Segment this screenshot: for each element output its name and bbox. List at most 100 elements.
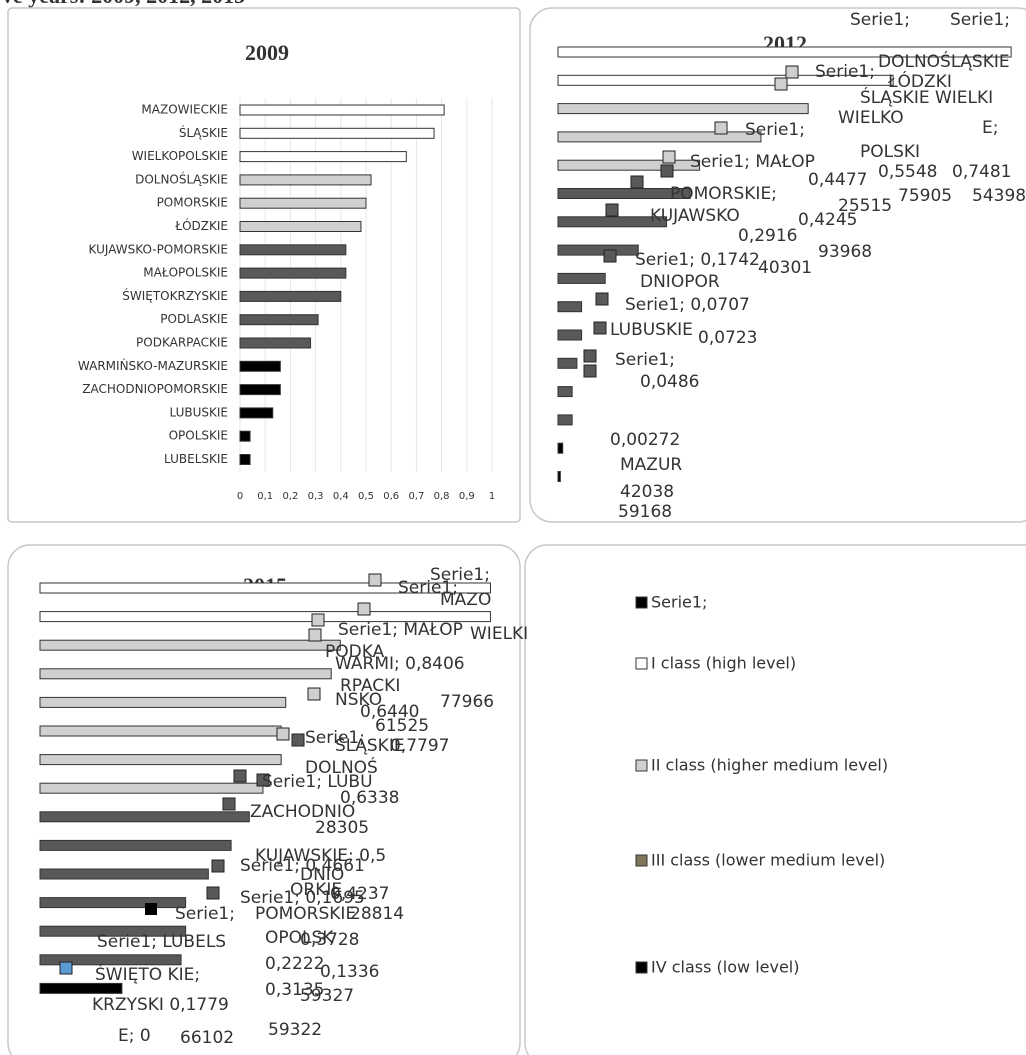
bar	[39, 982, 123, 994]
data-label: 66102	[180, 1028, 234, 1048]
label-key	[595, 292, 609, 306]
y-tick-label: ŁÓDZKIE	[174, 218, 228, 233]
data-label: ŁÓDZKI	[887, 70, 952, 92]
data-label: 0,0486	[640, 372, 699, 392]
data-label: Serie1;	[615, 350, 675, 370]
bar	[557, 103, 809, 115]
legend-label: III class (lower medium level)	[651, 851, 885, 870]
data-label: Serie1;	[850, 10, 910, 30]
data-label: DNIOPOR	[640, 272, 720, 292]
bar	[239, 384, 281, 396]
y-tick-label: KUJAWSKO-POMORSKIE	[89, 242, 228, 256]
legend-swatch	[635, 596, 648, 609]
x-tick-label: 1	[489, 491, 495, 502]
y-tick-label: POMORSKIE	[157, 196, 228, 210]
bar	[39, 868, 209, 880]
data-label: Serie1;	[175, 904, 235, 924]
data-label: Serie1;	[815, 62, 875, 82]
data-label: 0,7481	[952, 162, 1011, 182]
data-label: Serie1; MAŁOP	[690, 152, 815, 172]
data-label: 0,2916	[738, 226, 797, 246]
y-tick-label: LUBUSKIE	[170, 405, 229, 419]
bar	[239, 174, 372, 186]
bar	[557, 216, 668, 228]
data-label: POMORSKIE	[255, 904, 356, 924]
data-label: 0,2222	[265, 954, 324, 974]
bar	[239, 430, 251, 442]
bar	[557, 386, 573, 398]
label-key	[233, 769, 247, 783]
label-key	[605, 203, 619, 217]
data-label: Serie1;	[398, 578, 458, 598]
data-label: 28814	[350, 904, 404, 924]
bar	[239, 221, 362, 232]
data-label: 77966	[440, 692, 494, 712]
x-tick-label: 0,5	[358, 491, 374, 502]
data-label: POMORSKIE;	[670, 184, 777, 204]
label-key	[307, 687, 321, 701]
bar	[39, 754, 282, 766]
bar	[239, 244, 347, 256]
data-label: Serie1; 0,1695	[240, 888, 365, 908]
data-label: DNIO	[300, 865, 344, 885]
bar	[557, 159, 701, 171]
y-tick-label: DOLNOŚLĄSKIE	[135, 171, 228, 186]
data-label: 54398	[972, 186, 1026, 206]
bar	[39, 696, 287, 708]
data-label: Serie1;	[950, 10, 1010, 30]
data-label: 0,3728	[300, 930, 359, 950]
data-label: OPOLSK	[265, 928, 334, 948]
x-tick-label: 0,8	[434, 491, 450, 502]
bar	[557, 272, 606, 284]
label-key	[583, 349, 597, 363]
label-key	[368, 573, 382, 587]
bar	[557, 244, 639, 256]
label-key	[308, 628, 322, 642]
data-label: 0,1336	[320, 962, 379, 982]
bar	[39, 782, 264, 794]
label-key	[276, 727, 290, 741]
data-label: 0,6338	[340, 788, 399, 808]
data-label: Serie1;	[305, 728, 365, 748]
legend-label: II class (higher medium level)	[651, 756, 888, 775]
label-key	[785, 65, 799, 79]
bar	[39, 611, 491, 623]
label-key	[714, 121, 728, 135]
y-tick-label: ŚLĄSKIE	[179, 125, 228, 140]
bar	[239, 290, 342, 302]
data-label: E; 0	[118, 1026, 151, 1046]
data-label: 40301	[758, 258, 812, 278]
data-label: 75905	[898, 186, 952, 206]
label-key	[583, 364, 597, 378]
y-tick-label: WIELKOPOLSKIE	[132, 149, 228, 163]
data-label: 93968	[818, 242, 872, 262]
bar	[557, 188, 691, 199]
bar	[557, 442, 564, 454]
y-tick-label: LUBELSKIE	[164, 452, 228, 466]
legend-label: I class (high level)	[651, 654, 796, 673]
data-label: 59327	[300, 986, 354, 1006]
data-label: 0,5548	[878, 162, 937, 182]
data-label: KUJAWSKIE; 0,5	[255, 846, 386, 866]
legend-label: IV class (low level)	[651, 958, 800, 977]
data-label: LUBUSKIE	[610, 320, 693, 340]
panel-legend	[524, 544, 1026, 1055]
header-text: ve years: 2009, 2012, 2015	[2, 0, 245, 8]
legend-swatch	[635, 961, 648, 974]
bar	[557, 46, 1012, 58]
data-label: DOLNOŚLĄSKIE	[878, 50, 1010, 72]
x-tick-label: 0,4	[333, 491, 349, 502]
data-label: RPACKI	[340, 676, 400, 696]
y-tick-label: MAZOWIECKIE	[141, 103, 228, 117]
data-label: ŚLĄSKIE WIELKI	[860, 86, 993, 108]
data-label: 0,4477	[808, 170, 867, 190]
y-tick-label: OPOLSKIE	[169, 429, 228, 443]
bar	[239, 104, 445, 116]
data-label: 0,4245	[798, 210, 857, 230]
x-tick-label: 0,3	[308, 491, 324, 502]
bar	[239, 337, 312, 349]
data-label: 0,7797	[390, 736, 449, 756]
label-key	[256, 773, 270, 787]
bar	[557, 471, 561, 482]
x-tick-label: 0	[237, 491, 243, 502]
